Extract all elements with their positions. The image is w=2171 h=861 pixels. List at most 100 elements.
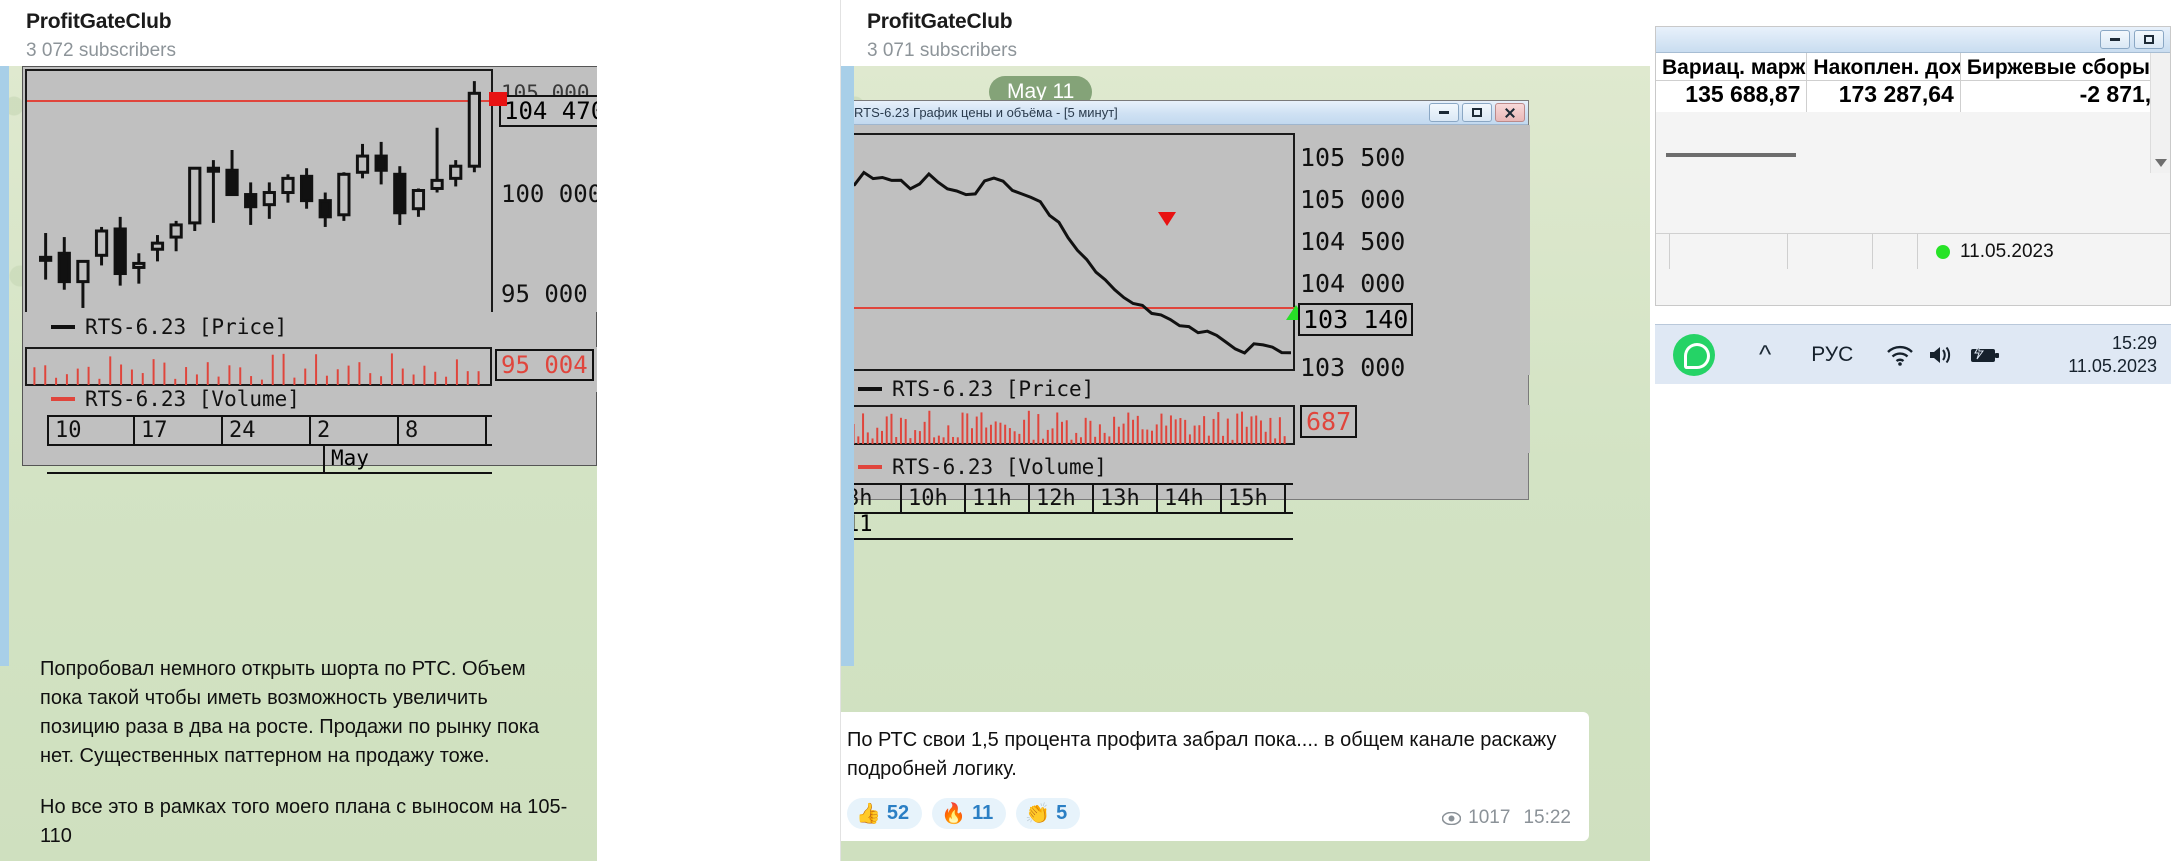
maximize-button[interactable] bbox=[1462, 103, 1492, 122]
right-price-line-series bbox=[841, 170, 1291, 355]
right-volume-plot[interactable]: 687 bbox=[841, 405, 1530, 453]
volume-icon[interactable] bbox=[1927, 343, 1957, 367]
trading-terminal-panel: Вариац. маржа Накоплен. доход Биржевые с… bbox=[1655, 26, 2171, 306]
reaction-count: 11 bbox=[972, 802, 994, 824]
axis-tick: 11h bbox=[966, 485, 1030, 512]
column-value-2: -2 871,5 bbox=[2079, 81, 2164, 107]
windows-taskbar[interactable]: ^ РУС 15:29 11.05.2023 bbox=[1655, 324, 2171, 384]
axis-tick: 17 bbox=[135, 417, 223, 444]
axis-tick: 15h bbox=[1222, 485, 1286, 512]
column-value-0: 135 688,87 bbox=[1656, 81, 1808, 112]
right-message-panel: ProfitGateClub 3 071 subscribers May 11 … bbox=[840, 0, 1650, 861]
axis-tick: 14h bbox=[1158, 485, 1222, 512]
reaction-emoji-icon: 👏 bbox=[1025, 803, 1051, 825]
column-header-2: Биржевые сборы bbox=[1966, 56, 2150, 79]
left-price-plot[interactable]: 105 000 104 470 100 000 95 000 bbox=[23, 67, 597, 312]
left-last-price-box: 104 470 bbox=[499, 95, 597, 127]
price-tick-100000: 100 000 bbox=[501, 180, 597, 208]
column-header-1: Накоплен. доход bbox=[1807, 53, 1961, 80]
terminal-status-bar: 11.05.2023 bbox=[1656, 233, 2170, 269]
right-panel-left-scrollbar[interactable] bbox=[841, 66, 854, 666]
portfolio-table-row[interactable]: 135 688,87 173 287,64 -2 871,5 bbox=[1656, 81, 2170, 112]
reaction-chip[interactable]: 👍 52 bbox=[847, 798, 923, 829]
terminal-maximize-button[interactable] bbox=[2134, 30, 2164, 49]
reaction-emoji-icon: 👍 bbox=[856, 803, 881, 825]
left-time-axis: 10 17 24 2 8 May bbox=[47, 415, 492, 474]
right-price-tick: 104 500 bbox=[1300, 227, 1406, 256]
axis-tick: 8 bbox=[399, 417, 487, 444]
connection-status-icon bbox=[1936, 244, 1950, 259]
right-message-text: По РТС свои 1,5 процента профита забрал … bbox=[847, 729, 1557, 780]
wifi-icon[interactable] bbox=[1885, 343, 1915, 367]
right-price-legend: RTS-6.23 [Price] bbox=[844, 377, 1094, 401]
minimize-button[interactable] bbox=[1429, 103, 1459, 122]
language-indicator[interactable]: РУС bbox=[1811, 342, 1854, 366]
terminal-title-bar[interactable] bbox=[1656, 27, 2170, 53]
sell-marker-icon bbox=[1158, 212, 1176, 226]
left-volume-plot[interactable]: 95 004 bbox=[25, 347, 597, 392]
left-short-entry-marker bbox=[489, 92, 507, 106]
eye-icon bbox=[1442, 811, 1462, 825]
right-volume-legend: RTS-6.23 [Volume] bbox=[844, 455, 1107, 479]
left-candlestick-series bbox=[39, 81, 481, 308]
right-price-legend-label: RTS-6.23 [Price] bbox=[892, 377, 1095, 401]
reaction-chip[interactable]: 👏 5 bbox=[1016, 798, 1081, 829]
window-controls[interactable] bbox=[1429, 103, 1525, 122]
left-message-paragraph-1: Попробовал немного открыть шорта по РТС.… bbox=[40, 658, 540, 767]
left-month-label: May bbox=[331, 446, 369, 470]
message-time: 15:22 bbox=[1523, 807, 1571, 828]
left-message-paragraph-2: Но все это в рамках того моего плана с в… bbox=[40, 796, 568, 847]
left-volume-series bbox=[33, 353, 480, 385]
terminal-minimize-button[interactable] bbox=[2100, 30, 2130, 49]
quik-window-title: RTS-6.23 График цены и объёма - [5 минут… bbox=[854, 105, 1118, 120]
whatsapp-icon[interactable] bbox=[1673, 333, 1715, 376]
right-price-tick: 104 000 bbox=[1300, 269, 1406, 298]
axis-tick: 10h bbox=[902, 485, 966, 512]
table-footer-rule bbox=[1666, 153, 1796, 157]
left-price-legend: RTS-6.23 [Price] bbox=[37, 315, 287, 339]
taskbar-clock[interactable]: 15:29 11.05.2023 bbox=[2068, 332, 2171, 377]
close-button[interactable] bbox=[1495, 103, 1525, 122]
left-volume-legend: RTS-6.23 [Volume] bbox=[37, 387, 300, 411]
right-time-axis: 8h 10h 11h 12h 13h 14h 15h 11 bbox=[841, 483, 1293, 540]
reaction-emoji-icon: 🔥 bbox=[941, 803, 967, 825]
left-volume-legend-label: RTS-6.23 [Volume] bbox=[85, 387, 300, 411]
clock-date: 11.05.2023 bbox=[2068, 355, 2157, 376]
reaction-count: 52 bbox=[886, 802, 910, 824]
left-price-level-line bbox=[27, 100, 493, 102]
reaction-chip[interactable]: 🔥 11 bbox=[932, 798, 1007, 829]
left-volume-value-box: 95 004 bbox=[495, 349, 594, 381]
channel-subscribers: 3 071 subscribers bbox=[867, 40, 1017, 61]
quik-title-bar[interactable]: RTS-6.23 График цены и объёма - [5 минут… bbox=[841, 101, 1528, 125]
right-quik-chart-window[interactable]: RTS-6.23 График цены и объёма - [5 минут… bbox=[841, 100, 1530, 540]
right-price-tick: 103 000 bbox=[1300, 353, 1406, 382]
right-price-level-line bbox=[841, 307, 1295, 309]
left-price-legend-label: RTS-6.23 [Price] bbox=[85, 315, 288, 339]
channel-subscribers: 3 072 subscribers bbox=[26, 40, 176, 61]
legend-dash-icon bbox=[858, 387, 882, 391]
right-channel-header: ProfitGateClub 3 071 subscribers bbox=[841, 0, 1650, 62]
terminal-status-date: 11.05.2023 bbox=[1960, 240, 2054, 262]
reaction-count: 5 bbox=[1056, 802, 1068, 824]
left-scroll-indicator[interactable] bbox=[0, 66, 9, 666]
right-volume-series bbox=[843, 410, 1286, 444]
right-volume-value-box: 687 bbox=[1300, 405, 1358, 438]
scroll-down-arrow-icon[interactable] bbox=[2155, 159, 2167, 167]
right-price-tick: 105 000 bbox=[1300, 185, 1406, 214]
legend-dash-icon bbox=[51, 325, 75, 329]
price-tick-95000: 95 000 bbox=[501, 280, 588, 308]
right-message-bubble: По РТС свои 1,5 процента профита забрал … bbox=[841, 712, 1589, 841]
reactions-bar[interactable]: 👍 52 🔥 11 👏 5 bbox=[847, 798, 1090, 829]
clock-time: 15:29 bbox=[2111, 333, 2157, 353]
axis-tick: 24 bbox=[223, 417, 311, 444]
channel-title: ProfitGateClub bbox=[867, 10, 1013, 33]
axis-tick: 10 bbox=[47, 417, 135, 444]
left-quik-chart[interactable]: 105 000 104 470 100 000 95 000 RTS-6.23 … bbox=[22, 66, 597, 474]
left-message-body: Попробовал немного открыть шорта по РТС.… bbox=[40, 655, 570, 851]
legend-dash-red-icon bbox=[858, 465, 882, 469]
vertical-scrollbar[interactable] bbox=[2150, 53, 2170, 173]
tray-expand-icon[interactable]: ^ bbox=[1759, 339, 1772, 369]
portfolio-table-header: Вариац. маржа Накоплен. доход Биржевые с… bbox=[1656, 53, 2170, 81]
battery-icon[interactable] bbox=[1969, 343, 2001, 366]
